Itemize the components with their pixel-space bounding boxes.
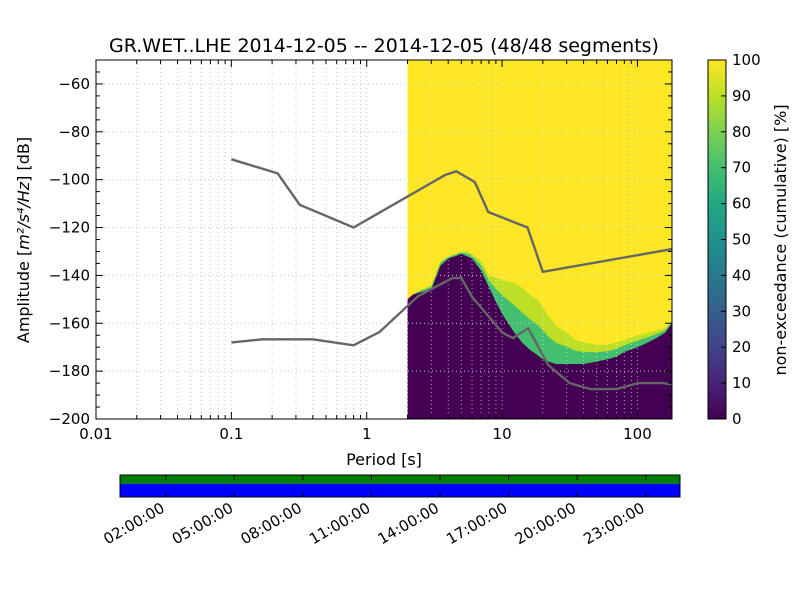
y-tick-label: −160 [49, 314, 90, 332]
coverage-frame [119, 474, 681, 498]
colorbar-tick-label: 0 [732, 410, 742, 428]
y-axis: −60 −80 −100 −120 −140 −160 −180 −200 [49, 59, 672, 428]
chart-title: GR.WET..LHE 2014-12-05 -- 2014-12-05 (48… [109, 35, 659, 57]
x-tick-label: 0.01 [79, 425, 112, 443]
time-tick-label: 23:00:00 [580, 499, 647, 548]
colorbar-tick-label: 90 [732, 87, 751, 105]
time-tick-label: 11:00:00 [306, 499, 373, 548]
colorbar-label: non-exceedance (cumulative) [%] [771, 104, 790, 375]
time-tick-label: 05:00:00 [169, 499, 236, 548]
x-tick-label: 10 [493, 425, 512, 443]
time-tick-label: 08:00:00 [238, 499, 305, 548]
colorbar-tick-label: 80 [732, 123, 751, 141]
x-tick-label: 1 [362, 425, 372, 443]
heatmap-low [407, 253, 672, 419]
y-tick-label: −140 [49, 266, 90, 284]
colorbar-tick-label: 20 [732, 338, 751, 356]
y-tick-label: −100 [49, 171, 90, 189]
colorbar-tick-label: 70 [732, 159, 751, 177]
x-tick-label: 0.1 [219, 425, 243, 443]
coverage-bar-data [120, 475, 680, 484]
y-tick-label: −60 [58, 75, 90, 93]
colorbar-tick-label: 10 [732, 374, 751, 392]
colorbar-tick-label: 100 [732, 51, 761, 69]
colorbar-tick-label: 60 [732, 195, 751, 213]
colorbar-tick-label: 40 [732, 266, 751, 284]
noise-models [231, 158, 672, 391]
y-tick-label: −200 [49, 410, 90, 428]
x-axis: 0.01 0.1 1 10 100 [79, 60, 652, 443]
model-line-nlnm [231, 276, 672, 391]
y-tick-label: −80 [58, 123, 90, 141]
colorbar-tick-label: 30 [732, 302, 751, 320]
grid [96, 60, 672, 419]
colorbar-tick-label: 50 [732, 231, 751, 249]
colorbar-ticks: 0 10 20 30 40 50 60 70 80 90 100 [721, 51, 761, 428]
coverage-timeline: 02:00:00 05:00:00 08:00:00 11:00:00 14:00:00… [100, 474, 681, 548]
time-tick-label: 02:00:00 [100, 499, 167, 548]
y-axis-label: Amplitude [m²/s⁴/Hz] [dB] [14, 137, 33, 343]
time-tick-label: 14:00:00 [375, 499, 442, 548]
coverage-bar-psd [120, 483, 680, 497]
y-tick-label: −180 [49, 362, 90, 380]
psd-heatmap [407, 60, 672, 419]
x-tick-label: 100 [623, 425, 652, 443]
time-tick-label: 20:00:00 [512, 499, 579, 548]
model-line-nhnm [231, 158, 672, 273]
x-axis-label: Period [s] [346, 450, 422, 469]
y-tick-label: −120 [49, 219, 90, 237]
time-tick-label: 17:00:00 [443, 499, 510, 548]
